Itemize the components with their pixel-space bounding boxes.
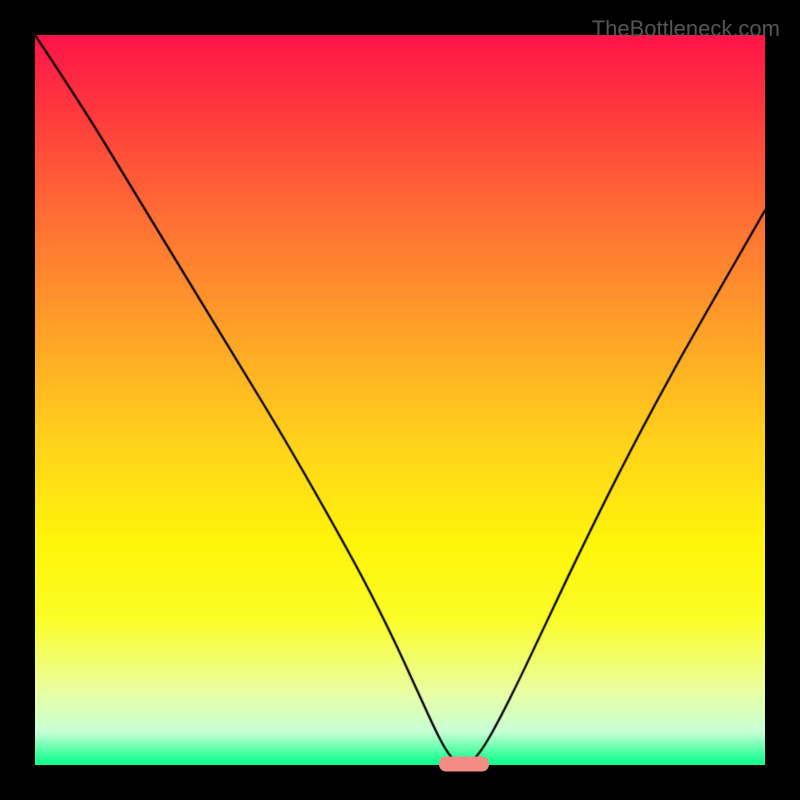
- chart-container: TheBottleneck.com: [0, 0, 800, 800]
- watermark-text: TheBottleneck.com: [592, 16, 780, 42]
- optimal-point-marker: [439, 756, 489, 771]
- plot-area: [35, 35, 765, 765]
- bottleneck-curve: [35, 35, 765, 765]
